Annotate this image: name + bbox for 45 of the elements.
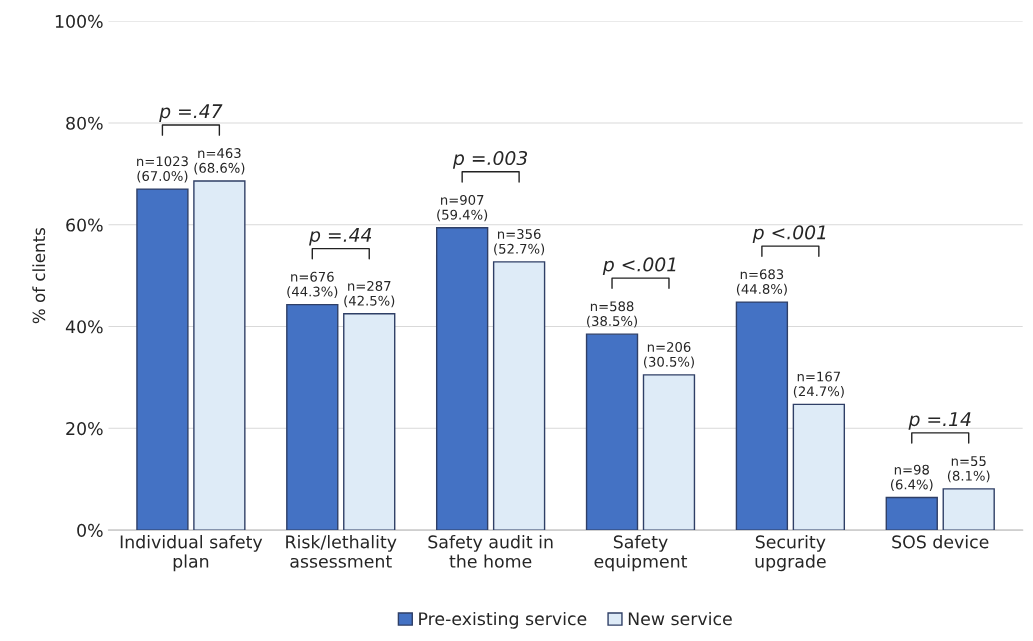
annotation: p =.47 <box>159 104 223 122</box>
x-tick-label: Safety equipment <box>594 534 688 572</box>
annotation: p =.44 <box>309 228 372 246</box>
data-label: n=98 (6.4%) <box>890 464 933 491</box>
y-tick-label: 100% <box>55 14 103 28</box>
bar <box>792 403 846 531</box>
data-label: n=588 (38.5%) <box>587 301 637 328</box>
y-axis-title: % of clients <box>32 227 46 324</box>
annotation: p =.003 <box>452 150 528 169</box>
bar <box>343 313 396 531</box>
data-label: n=167 (24.7%) <box>793 371 844 398</box>
y-tick-label: 40% <box>65 320 103 334</box>
x-tick-label: SOS device <box>892 534 989 549</box>
bar <box>136 188 189 531</box>
data-label: n=287 (42.5%) <box>344 280 395 308</box>
data-label: n=356 (52.7%) <box>494 229 545 256</box>
data-label: n=463 (68.6%) <box>194 148 245 175</box>
bar <box>286 303 339 531</box>
data-label: n=1023 (67.0%) <box>137 156 188 183</box>
data-label: n=907 (59.4%) <box>437 194 488 222</box>
y-tick-label: 20% <box>66 422 103 436</box>
data-label: n=683 (44.8%) <box>736 269 787 296</box>
x-tick-label: Safety audit in the home <box>428 534 553 568</box>
x-tick-label: Risk/lethality assessment <box>286 534 397 568</box>
annotation: p <.001 <box>752 225 826 244</box>
bar <box>585 333 639 531</box>
data-label: n=55 (8.1%) <box>947 456 990 483</box>
legend-label: New service <box>628 611 732 626</box>
bar <box>193 180 246 531</box>
bar <box>492 261 546 531</box>
annotation: p <.001 <box>602 257 676 276</box>
bar <box>735 301 789 531</box>
bar <box>942 488 995 531</box>
data-label: n=206 (30.5%) <box>644 342 694 369</box>
legend-label: Pre-existing service <box>419 611 587 629</box>
bar <box>642 374 696 531</box>
y-tick-label: 0% <box>77 523 103 537</box>
x-tick-label: Individual safety plan <box>120 534 263 572</box>
data-label: n=676 (44.3%) <box>287 271 338 299</box>
y-tick-label: 80% <box>66 116 103 130</box>
y-tick-label: 60% <box>66 218 103 232</box>
bar <box>435 227 489 531</box>
x-tick-label: Security upgrade <box>755 534 826 572</box>
annotation: p =.14 <box>908 412 971 430</box>
bar <box>885 496 938 531</box>
